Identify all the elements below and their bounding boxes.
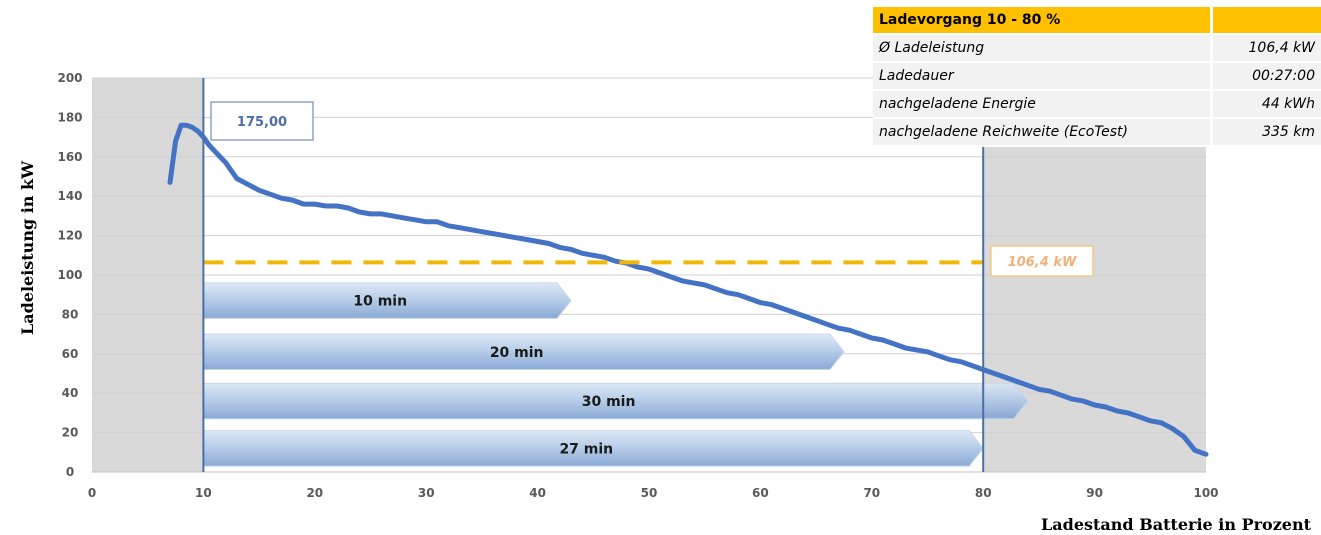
summary-value: 106,4 kW bbox=[1209, 34, 1321, 63]
y-tick-label: 40 bbox=[62, 386, 79, 400]
summary-value: 335 km bbox=[1209, 118, 1321, 147]
x-tick-label: 60 bbox=[752, 486, 769, 500]
summary-title: Ladevorgang 10 - 80 % bbox=[873, 7, 1211, 35]
y-tick-label: 160 bbox=[57, 150, 82, 164]
y-tick-label: 100 bbox=[57, 268, 82, 282]
x-tick-label: 100 bbox=[1193, 486, 1218, 500]
y-tick-label: 140 bbox=[57, 189, 82, 203]
summary-label: Ø Ladeleistung bbox=[873, 34, 1211, 63]
x-tick-label: 40 bbox=[529, 486, 546, 500]
summary-header: Ladevorgang 10 - 80 % bbox=[873, 7, 1321, 35]
x-tick-label: 90 bbox=[1086, 486, 1103, 500]
x-axis-title: Ladestand Batterie in Prozent bbox=[1041, 515, 1312, 534]
y-tick-label: 200 bbox=[57, 71, 82, 85]
power-curve-line bbox=[167, 122, 1209, 457]
y-axis-title: Ladeleistung in kW bbox=[18, 160, 37, 335]
peak-callout-label: 175,00 bbox=[237, 115, 287, 130]
summary-label: Ladedauer bbox=[873, 62, 1211, 91]
average-callout-label: 106,4 kW bbox=[1008, 255, 1077, 270]
time-bar-label: 10 min bbox=[353, 294, 407, 310]
x-tick-label: 20 bbox=[306, 486, 323, 500]
peak-callout-box bbox=[210, 101, 314, 141]
summary-value: 00:27:00 bbox=[1209, 62, 1321, 91]
summary-label: nachgeladene Energie bbox=[873, 90, 1211, 119]
summary-row: nachgeladene Energie 44 kWh bbox=[873, 90, 1321, 119]
summary-row: Ø Ladeleistung 106,4 kW bbox=[873, 34, 1321, 63]
y-tick-label: 60 bbox=[62, 347, 79, 361]
average-callout-box bbox=[990, 245, 1094, 277]
summary-label: nachgeladene Reichweite (EcoTest) bbox=[873, 118, 1211, 147]
x-tick-label: 0 bbox=[88, 486, 96, 500]
y-tick-label: 20 bbox=[62, 426, 79, 440]
x-tick-label: 30 bbox=[418, 486, 435, 500]
summary-row: nachgeladene Reichweite (EcoTest) 335 km bbox=[873, 118, 1321, 147]
x-tick-label: 80 bbox=[975, 486, 992, 500]
x-tick-label: 50 bbox=[641, 486, 658, 500]
summary-header-empty bbox=[1209, 7, 1321, 35]
x-tick-label: 70 bbox=[863, 486, 880, 500]
time-bar-label: 27 min bbox=[559, 441, 613, 457]
y-tick-label: 0 bbox=[66, 465, 74, 479]
summary-value: 44 kWh bbox=[1209, 90, 1321, 119]
y-tick-label: 120 bbox=[57, 229, 82, 243]
summary-table: Ladevorgang 10 - 80 % Ø Ladeleistung 106… bbox=[873, 7, 1321, 147]
y-tick-label: 180 bbox=[57, 110, 82, 124]
y-tick-label: 80 bbox=[62, 307, 79, 321]
time-bar-label: 30 min bbox=[582, 394, 636, 410]
x-tick-label: 10 bbox=[195, 486, 212, 500]
summary-row: Ladedauer 00:27:00 bbox=[873, 62, 1321, 91]
time-bar-label: 20 min bbox=[490, 345, 544, 361]
